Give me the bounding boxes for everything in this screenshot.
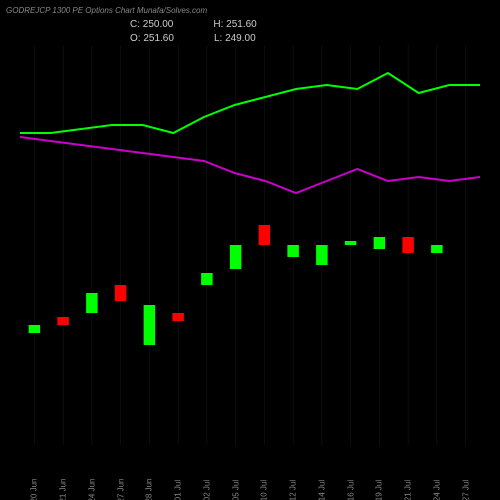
x-tick-label: 12 Jul bbox=[289, 471, 298, 500]
candle bbox=[259, 225, 271, 245]
candle bbox=[115, 285, 127, 301]
x-tick-label: 05 Jul bbox=[231, 471, 240, 500]
indicator-line-2 bbox=[20, 137, 480, 193]
close-value: C: 250.00 bbox=[130, 18, 173, 32]
x-tick-label: 21 Jul bbox=[404, 471, 413, 500]
candle bbox=[57, 317, 69, 325]
candle bbox=[29, 325, 41, 333]
low-value: L: 249.00 bbox=[214, 32, 256, 46]
candle bbox=[144, 305, 156, 345]
x-tick-label: 27 Jul bbox=[461, 471, 470, 500]
indicator-line-1 bbox=[20, 73, 480, 133]
candle bbox=[402, 237, 414, 253]
x-tick-label: 21 Jun bbox=[59, 471, 68, 500]
candle bbox=[172, 313, 184, 321]
candle bbox=[374, 237, 386, 249]
chart-svg bbox=[20, 45, 480, 445]
candle bbox=[287, 245, 299, 257]
candle bbox=[431, 245, 443, 253]
candle bbox=[86, 293, 98, 313]
x-tick-label: 01 Jul bbox=[174, 471, 183, 500]
x-tick-label: 16 Jul bbox=[346, 471, 355, 500]
x-tick-label: 10 Jul bbox=[260, 471, 269, 500]
candle bbox=[201, 273, 213, 285]
high-value: H: 251.60 bbox=[213, 18, 256, 32]
plot-area bbox=[20, 45, 480, 445]
candle bbox=[345, 241, 357, 245]
x-tick-label: 19 Jul bbox=[375, 471, 384, 500]
x-tick-label: 20 Jun bbox=[30, 471, 39, 500]
chart-title: GODREJCP 1300 PE Options Chart Munafa/So… bbox=[6, 6, 207, 15]
x-tick: 27 Jul bbox=[446, 486, 486, 495]
x-axis: 20 Jun21 Jun24 Jun27 Jun28 Jun01 Jul02 J… bbox=[20, 445, 480, 495]
open-value: O: 251.60 bbox=[130, 32, 174, 46]
candle bbox=[316, 245, 328, 265]
x-tick-label: 24 Jul bbox=[432, 471, 441, 500]
x-tick-label: 24 Jun bbox=[87, 471, 96, 500]
x-tick-label: 27 Jun bbox=[116, 471, 125, 500]
candle bbox=[230, 245, 242, 269]
x-tick-label: 14 Jul bbox=[317, 471, 326, 500]
x-tick-label: 28 Jun bbox=[145, 471, 154, 500]
x-tick-label: 02 Jul bbox=[202, 471, 211, 500]
ohlc-summary: C: 250.00 H: 251.60 O: 251.60 L: 249.00 bbox=[130, 18, 257, 46]
